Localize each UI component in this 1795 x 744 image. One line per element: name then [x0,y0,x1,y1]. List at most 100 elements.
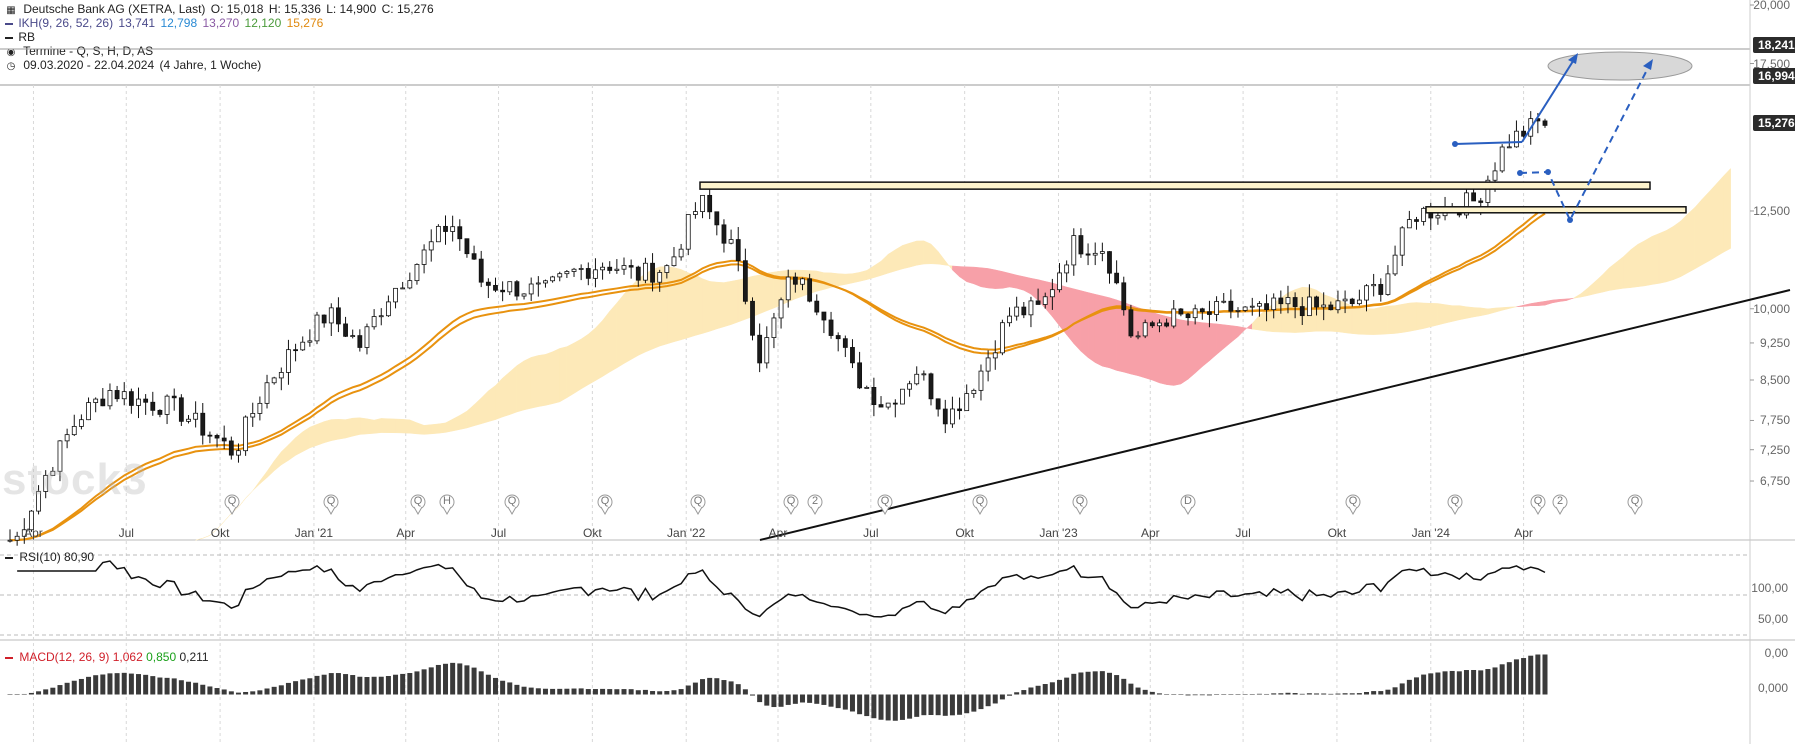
ichimoku-cloud-segment [1537,301,1546,306]
candle-body [1385,273,1391,295]
candle-body [1128,309,1134,337]
event-marker-label[interactable]: Q [1450,495,1460,507]
macd-bar [1428,673,1434,695]
candle-body [1514,130,1519,148]
event-marker-label[interactable]: D [1184,495,1192,507]
candle-body [293,349,298,352]
candle-body [657,272,663,283]
event-marker-label[interactable]: 2 [811,495,819,507]
event-marker-label[interactable]: Q [1075,495,1085,507]
candle-body [278,372,284,379]
candle-body [1399,227,1405,256]
macd-bar [799,694,805,703]
ichimoku-cloud-segment [837,273,846,287]
macd-bar [521,686,527,695]
event-marker-label[interactable]: Q [880,495,890,507]
macd-bar [407,673,413,695]
ichimoku-cloud-segment [331,419,339,441]
macd-bar [1299,693,1305,695]
ikh-legend-row[interactable]: IKH(9, 26, 52, 26) 13,741 12,798 13,270 … [4,15,325,31]
macd-bar [1142,689,1148,695]
time-label: Apr [1140,526,1160,540]
macd-bar [1128,683,1134,695]
ichimoku-cloud-segment [716,281,725,330]
candle-body [1271,297,1277,311]
macd-bar [1085,671,1091,695]
ichimoku-cloud-segment [1166,316,1174,386]
macd-bar [1214,694,1220,695]
time-label: Jul [118,526,134,540]
candle-body [528,283,534,295]
ichimoku-cloud-segment [1002,271,1010,289]
macd-bar [678,689,684,695]
macd-bar [1542,654,1548,695]
candle-body [1085,253,1091,256]
ichimoku-cloud-segment [238,498,246,508]
macd-bar [193,682,199,695]
ichimoku-cloud-segment [995,269,1003,289]
candle-body [1392,254,1398,275]
candle-body [921,373,927,376]
macd-bar [1106,672,1112,695]
macd-bar [1042,684,1048,695]
candle-body [435,225,441,243]
ichimoku-cloud-segment [930,243,939,265]
macd-bar [1421,674,1427,695]
event-marker-label[interactable]: Q [975,495,985,507]
event-marker-label[interactable]: Q [507,495,517,507]
candle-body [1014,306,1020,317]
event-marker-label[interactable]: Q [1348,495,1358,507]
termine-legend-row[interactable]: ◉ Termine - Q, S, H, D, AS [4,43,155,61]
macd-bar [1007,694,1013,696]
ichimoku-cloud-segment [430,423,439,435]
ichimoku-cloud-segment [1523,303,1531,307]
macd-bar [200,684,206,695]
rsi-legend[interactable]: RSI(10) 80,90 [4,550,94,564]
macd-legend[interactable]: MACD(12, 26, 9) 1,062 0,850 0,211 [4,650,209,664]
event-marker-label[interactable]: Q [1533,495,1543,507]
event-marker-label[interactable]: 2 [1556,495,1564,507]
macd-bar [1256,693,1262,695]
range-legend-row[interactable]: ◷ 09.03.2020 - 22.04.2024 (4 Jahre, 1 Wo… [4,57,263,75]
candle-body [950,408,955,425]
event-marker-label[interactable]: Q [693,495,703,507]
candle-body [764,337,770,364]
event-marker-label[interactable]: Q [1630,495,1640,507]
macd-bar [592,689,598,695]
event-marker-label[interactable]: H [443,495,451,507]
event-marker-label[interactable]: Q [786,495,796,507]
ichimoku-cloud-segment [366,418,375,435]
ichimoku-cloud-segment [1252,314,1260,331]
event-marker-label[interactable]: Q [600,495,610,507]
macd-bar [500,680,506,695]
candle-body [100,398,106,407]
macd-bar [935,694,941,716]
rsi-line [17,560,1546,618]
macd-bar [1342,693,1348,695]
candle-body [942,408,948,425]
candle-body [593,269,598,279]
ichimoku-cloud-segment [1673,220,1681,281]
macd-bar [243,691,249,695]
macd-bar [1506,662,1512,695]
resistance-zone-lower [1425,206,1687,214]
event-marker-label[interactable]: Q [326,495,336,507]
candle-body [1099,251,1105,254]
candle-body [500,289,506,293]
candle-body [521,293,527,297]
event-marker-label[interactable]: Q [227,495,237,507]
ichimoku-cloud-segment [852,272,860,284]
range-detail: (4 Jahre, 1 Woche) [159,58,262,72]
macd-bar [828,694,834,707]
ichimoku-cloud-segment [723,280,732,328]
scenario-arrow-dashed [1519,63,1651,223]
macd-bar [1156,693,1162,695]
event-marker-label[interactable]: Q [413,495,423,507]
candle-body [864,387,870,389]
rb-label: RB [18,30,36,44]
ichimoku-cloud-segment [1516,304,1524,308]
macd-bar [750,694,756,696]
rb-legend-row[interactable]: RB [4,29,37,45]
candle-body [1007,315,1012,324]
